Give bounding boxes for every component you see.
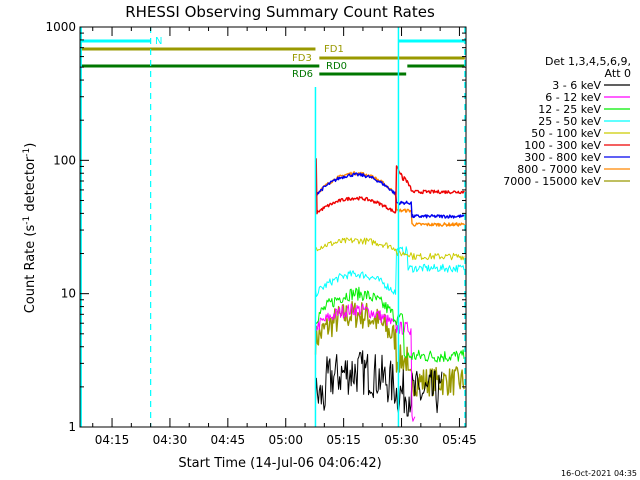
legend-label: 800 - 7000 keV [517,163,601,176]
chart-title: RHESSI Observing Summary Count Rates [125,3,435,21]
y-tick-label: 1000 [45,20,76,34]
flag-label: N [155,36,162,47]
series-line [314,158,465,215]
y-axis-label-main: Count Rate (s [23,225,38,314]
series-lines [314,158,466,422]
series-line [315,171,466,227]
x-axis-label: Start Time (14-Jul-06 04:06:42) [178,456,381,471]
legend-label: 7000 - 15000 keV [503,175,601,188]
legend-title-detectors: Det 1,3,4,5,6,9, [545,55,631,68]
legend-label: 25 - 50 keV [538,115,601,128]
legend-title-attenuator: Att 0 [605,67,631,80]
x-tick-label: 04:15 [95,433,130,447]
y-axis-label: Count Rate (s-1 detector-1) [22,143,38,314]
flag-bars: N FD1 FD3 RD0 RD6 [80,36,465,80]
y-tick-label: 100 [53,153,76,167]
flag-label: FD1 [324,44,344,55]
vertical-markers [80,27,466,427]
legend-label: 100 - 300 keV [524,139,601,152]
legend-label: 50 - 100 keV [531,127,601,140]
y-tick-label: 1 [68,420,76,434]
y-tick-label: 10 [61,287,76,301]
x-tick-label: 04:45 [211,433,246,447]
y-axis-label-mid: detector [23,156,38,216]
plot-frame [79,26,467,428]
series-line [315,286,465,363]
series-line [315,246,465,297]
legend-label: 12 - 25 keV [538,103,601,116]
series-line [315,237,465,261]
x-tick-label: 05:45 [442,433,477,447]
x-tick-label: 05:30 [384,433,419,447]
y-axis-label-sup2: -1 [22,148,32,157]
series-line [315,172,465,219]
series-line [315,350,443,417]
flag-label: RD6 [292,69,313,80]
legend-label: 300 - 800 keV [524,151,601,164]
x-tick-label: 05:15 [326,433,361,447]
flag-label: RD0 [326,61,347,72]
x-tick-label: 04:30 [153,433,188,447]
y-axis-label-end: ) [23,143,38,148]
legend-label: 6 - 12 keV [545,91,601,104]
legend-label: 3 - 6 keV [552,79,601,92]
y-axis-label-sup1: -1 [22,216,32,225]
flag-label: FD3 [292,53,312,64]
axes: 1 10 100 1000 04:15 04:30 04:45 05:00 05:15 05:30… [45,20,476,447]
x-tick-label: 05:00 [268,433,303,447]
footer-timestamp: 16-Oct-2021 04:35 [561,469,637,478]
